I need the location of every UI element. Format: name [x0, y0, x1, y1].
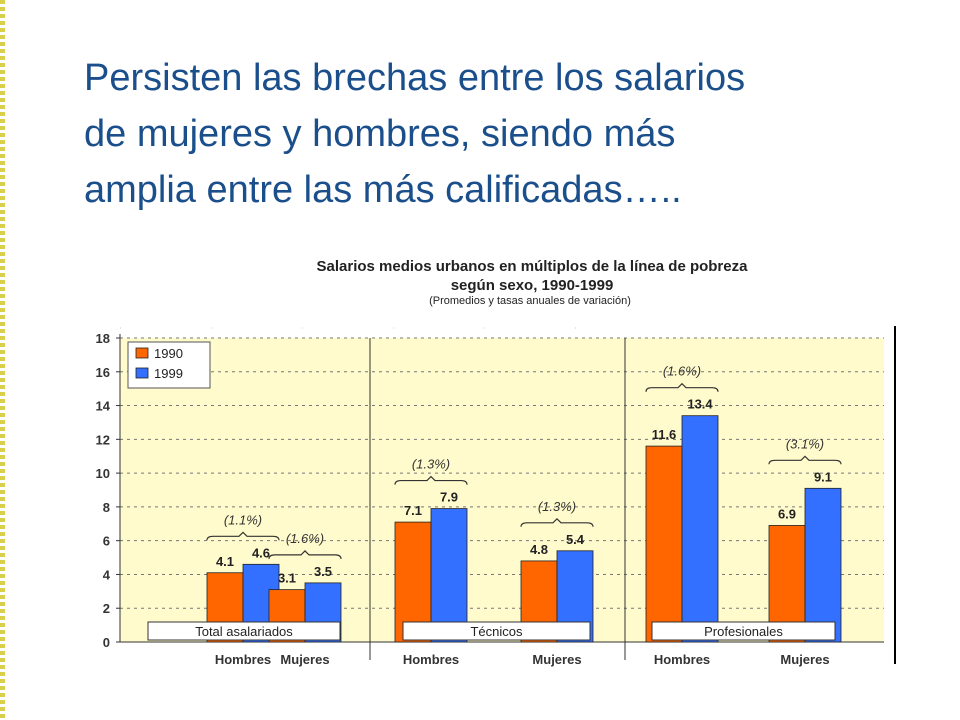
bar-1990: [645, 445, 683, 643]
y-tick-label: 16: [96, 365, 110, 380]
x-category-label: Mujeres: [532, 652, 581, 667]
data-label-1990: 4.1: [216, 554, 234, 569]
legend-swatch-1990: [135, 347, 149, 359]
variation-brace: [520, 517, 594, 527]
variation-brace: [394, 475, 468, 485]
bar-1999: [804, 487, 842, 643]
y-tick-label: 0: [103, 635, 110, 650]
x-category-label: Hombres: [403, 652, 459, 667]
data-label-1999: 9.1: [814, 469, 832, 484]
variation-label: (3.1%): [786, 436, 824, 451]
variation-brace: [268, 550, 342, 559]
group-label: Total asalariados: [195, 624, 293, 639]
data-label-1999: 3.5: [314, 564, 332, 579]
headline-line-3: amplia entre las más calificadas…..: [84, 169, 682, 211]
data-label-1999: 7.9: [440, 490, 458, 505]
variation-brace: [645, 382, 719, 392]
group-label-box: [402, 621, 591, 641]
variation-label: (1.3%): [412, 457, 450, 472]
x-category-label: Hombres: [654, 652, 710, 667]
chart-subtitle: (Promedios y tasas anuales de variación): [429, 295, 631, 307]
legend-label-1999: 1999: [154, 366, 183, 381]
slide-headline: Persisten las brechas entre los salarios…: [84, 50, 904, 218]
data-label-1990: 7.1: [404, 503, 422, 518]
y-tick-label: 4: [103, 567, 111, 582]
data-label-1999: 4.6: [252, 545, 270, 560]
y-tick-label: 18: [96, 331, 110, 346]
y-tick-label: 10: [96, 466, 110, 481]
data-label-1990: 6.9: [778, 506, 796, 521]
group-label: Profesionales: [704, 624, 783, 639]
x-category-label: Mujeres: [780, 652, 829, 667]
data-label-1999: 5.4: [566, 532, 585, 547]
legend-swatch-1999: [135, 367, 149, 379]
group-label: Técnicos: [470, 624, 523, 639]
y-tick-label: 6: [103, 534, 110, 549]
variation-label: (1.6%): [663, 364, 701, 379]
data-label-1990: 11.6: [652, 427, 677, 442]
group-label-box: [651, 621, 836, 641]
variation-label: (1.1%): [224, 512, 262, 527]
bar-1999: [681, 415, 719, 643]
y-tick-label: 12: [96, 432, 110, 447]
headline-line-1: Persisten las brechas entre los salarios: [84, 57, 746, 99]
variation-brace: [206, 531, 280, 541]
chart-title-line2: según sexo, 1990-1999: [451, 277, 614, 294]
data-label-1999: 13.4: [687, 397, 713, 412]
chart-title: Salarios medios urbanos en múltiplos de …: [317, 258, 749, 275]
x-category-label: Hombres: [215, 652, 271, 667]
slide-border: [0, 0, 5, 720]
variation-label: (1.3%): [538, 499, 576, 514]
group-label-box: [147, 621, 341, 641]
variation-brace: [768, 455, 842, 465]
bar-1999: [430, 508, 468, 643]
variation-label: (1.6%): [286, 531, 324, 546]
headline-line-2: de mujeres y hombres, siendo más: [84, 113, 676, 155]
data-label-1990: 4.8: [530, 542, 548, 557]
x-category-label: Mujeres: [280, 652, 329, 667]
y-tick-label: 14: [96, 399, 111, 414]
data-label-1990: 3.1: [278, 571, 296, 586]
y-tick-label: 8: [103, 500, 110, 515]
y-tick-label: 2: [103, 601, 110, 616]
legend-label-1990: 1990: [154, 346, 183, 361]
